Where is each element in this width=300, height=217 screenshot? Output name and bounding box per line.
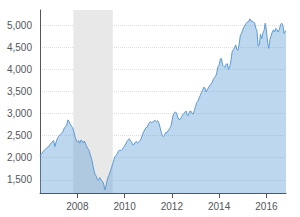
svg-text:3,500: 3,500 <box>7 86 32 97</box>
svg-text:5,000: 5,000 <box>7 20 32 31</box>
svg-text:2016: 2016 <box>255 201 278 212</box>
svg-text:2,000: 2,000 <box>7 152 32 163</box>
svg-text:3,000: 3,000 <box>7 108 32 119</box>
svg-text:2012: 2012 <box>161 201 184 212</box>
svg-text:4,500: 4,500 <box>7 42 32 53</box>
svg-text:1,500: 1,500 <box>7 174 32 185</box>
svg-text:4,000: 4,000 <box>7 64 32 75</box>
svg-text:2014: 2014 <box>208 201 231 212</box>
svg-text:2008: 2008 <box>66 201 89 212</box>
svg-text:2010: 2010 <box>113 201 136 212</box>
svg-text:2,500: 2,500 <box>7 130 32 141</box>
